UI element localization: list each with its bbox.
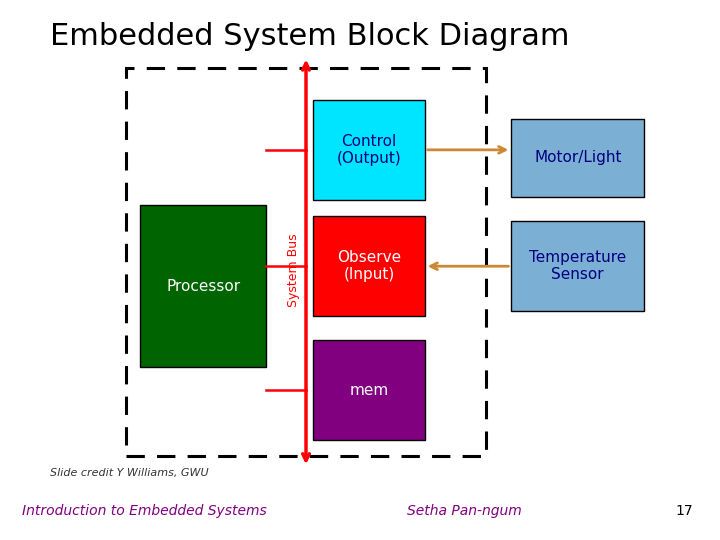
Bar xyxy=(313,100,425,200)
Bar xyxy=(511,221,644,310)
Text: mem: mem xyxy=(349,383,389,397)
Bar xyxy=(313,216,425,316)
Text: Embedded System Block Diagram: Embedded System Block Diagram xyxy=(50,22,570,51)
Text: Control
(Output): Control (Output) xyxy=(337,133,401,166)
Text: Slide credit Y Williams, GWU: Slide credit Y Williams, GWU xyxy=(50,468,209,478)
Text: 17: 17 xyxy=(675,504,693,518)
Text: Temperature
Sensor: Temperature Sensor xyxy=(529,250,626,282)
Text: Introduction to Embedded Systems: Introduction to Embedded Systems xyxy=(22,504,266,518)
Bar xyxy=(511,119,644,197)
Text: Motor/Light: Motor/Light xyxy=(534,151,621,165)
Text: Observe
(Input): Observe (Input) xyxy=(337,250,401,282)
Text: Processor: Processor xyxy=(166,279,240,294)
Bar xyxy=(140,205,266,367)
Bar xyxy=(126,68,486,456)
Text: System Bus: System Bus xyxy=(287,233,300,307)
Bar xyxy=(313,340,425,440)
Text: Setha Pan-ngum: Setha Pan-ngum xyxy=(407,504,521,518)
